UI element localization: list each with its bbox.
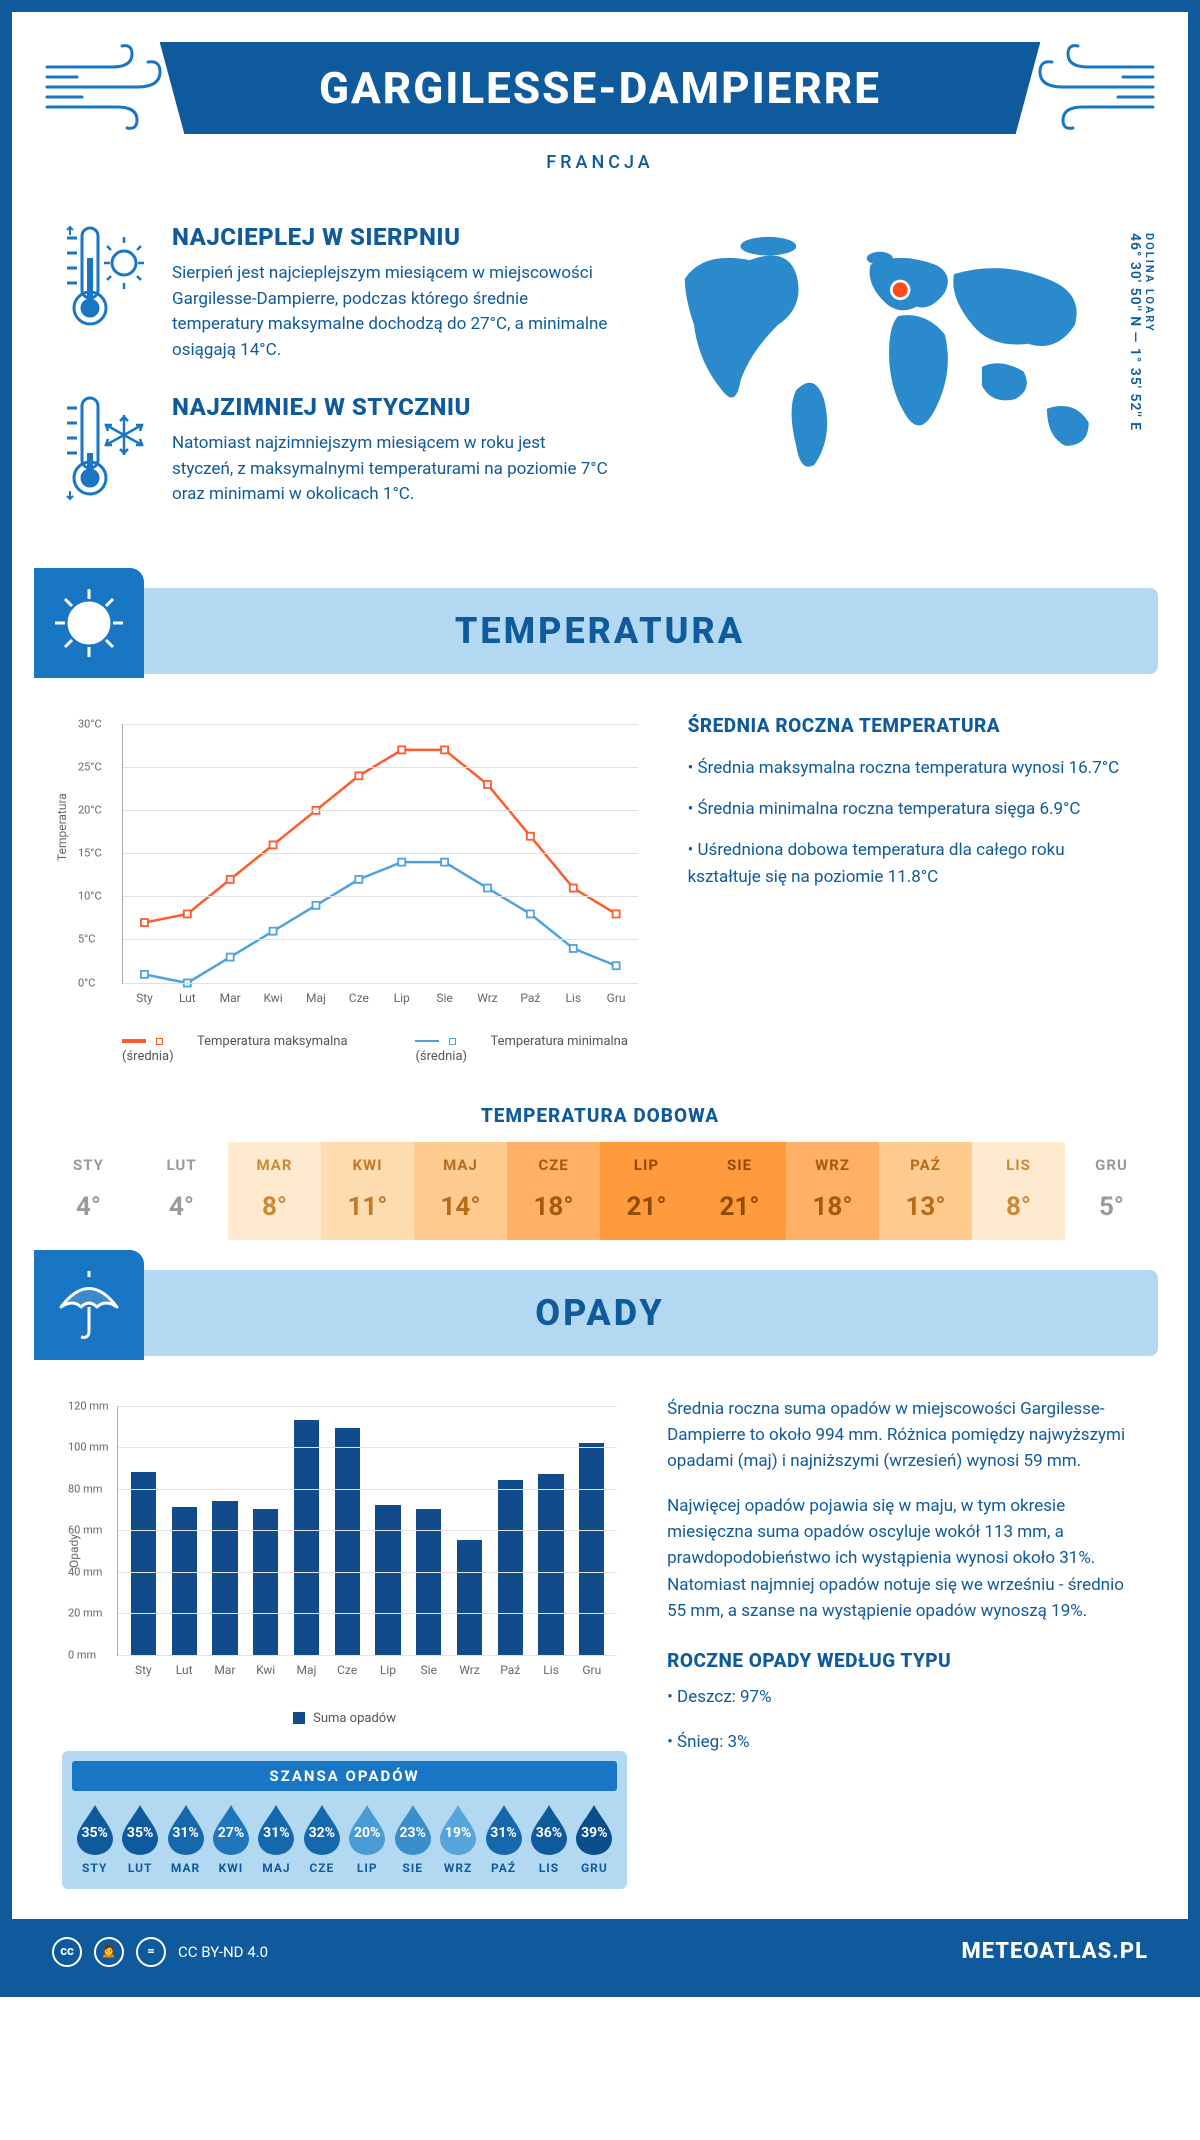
daily-temp-cell: MAR8° <box>228 1142 321 1240</box>
title-banner: GARGILESSE-DAMPIERRE <box>192 42 1008 134</box>
daily-temp-cell: KWI11° <box>321 1142 414 1240</box>
precip-type-snow: • Śnieg: 3% <box>667 1729 1138 1755</box>
fact-hot-title: NAJCIEPLEJ W SIERPNIU <box>172 223 610 251</box>
header: GARGILESSE-DAMPIERRE FRANCJA <box>12 12 1188 213</box>
rain-chance-title: SZANSA OPADÓW <box>72 1761 617 1791</box>
rain-chance-cell: 39%GRU <box>572 1801 617 1875</box>
thermometer-cold-icon <box>62 393 152 508</box>
precip-bar <box>253 1509 278 1654</box>
precip-paragraph-1: Średnia roczna suma opadów w miejscowośc… <box>667 1396 1138 1475</box>
daily-temperature-strip: STY4°LUT4°MAR8°KWI11°MAJ14°CZE18°LIP21°S… <box>42 1142 1158 1240</box>
bar-ylabel: Opady <box>67 1534 81 1568</box>
latitude: 46° 30' 50'' N <box>1127 233 1143 327</box>
coordinates: DOLINA LOARY 46° 30' 50'' N — 1° 35' 52'… <box>1127 233 1156 431</box>
precip-bar <box>212 1501 237 1655</box>
temperature-line-chart: Temperatura 0°C5°C10°C15°C20°C25°C30°CSt… <box>62 714 648 1064</box>
precip-type-rain: • Deszcz: 97% <box>667 1684 1138 1710</box>
precip-summary: Średnia roczna suma opadów w miejscowośc… <box>667 1396 1138 1889</box>
precip-bar <box>538 1474 563 1655</box>
rain-chance-cell: 35%STY <box>72 1801 117 1875</box>
precip-bar <box>375 1505 400 1654</box>
wind-decoration-icon <box>42 42 172 132</box>
site-brand: METEOATLAS.PL <box>961 1939 1148 1964</box>
umbrella-icon <box>34 1250 144 1360</box>
sun-icon <box>34 568 144 678</box>
temp-summary-title: ŚREDNIA ROCZNA TEMPERATURA <box>688 714 1138 737</box>
footer: cc 🙍 = CC BY-ND 4.0 METEOATLAS.PL <box>12 1919 1188 1985</box>
country-subtitle: FRANCJA <box>52 152 1148 173</box>
temp-bullet: • Średnia maksymalna roczna temperatura … <box>688 755 1138 782</box>
legend-max: Temperatura maksymalna (średnia) <box>122 1034 365 1064</box>
rain-chance-cell: 27%KWI <box>208 1801 253 1875</box>
fact-hottest: NAJCIEPLEJ W SIERPNIU Sierpień jest najc… <box>62 223 610 363</box>
daily-temp-cell: LIP21° <box>600 1142 693 1240</box>
precip-bar <box>579 1443 604 1655</box>
daily-temp-title: TEMPERATURA DOBOWA <box>12 1104 1188 1127</box>
rain-chance-cell: 35%LUT <box>117 1801 162 1875</box>
fact-hot-text: Sierpień jest najcieplejszym miesiącem w… <box>172 261 610 363</box>
fact-coldest: NAJZIMNIEJ W STYCZNIU Natomiast najzimni… <box>62 393 610 508</box>
license-text: CC BY-ND 4.0 <box>178 1943 268 1961</box>
precip-type-title: ROCZNE OPADY WEDŁUG TYPU <box>667 1649 1138 1672</box>
temp-bullet: • Uśredniona dobowa temperatura dla całe… <box>688 837 1138 891</box>
precip-paragraph-2: Najwięcej opadów pojawia się w maju, w t… <box>667 1493 1138 1625</box>
daily-temp-cell: LUT4° <box>135 1142 228 1240</box>
fact-cold-text: Natomiast najzimniejszym miesiącem w rok… <box>172 431 610 508</box>
rain-chance-cell: 20%LIP <box>345 1801 390 1875</box>
legend-min: Temperatura minimalna (średnia) <box>415 1034 647 1064</box>
temp-bullet: • Średnia minimalna roczna temperatura s… <box>688 796 1138 823</box>
section-temperature: TEMPERATURA <box>42 588 1158 674</box>
rain-chance-cell: 31%PAŹ <box>481 1801 526 1875</box>
bar-legend: Suma opadów <box>62 1711 627 1726</box>
location-title: GARGILESSE-DAMPIERRE <box>202 62 998 114</box>
rain-chance-cell: 32%CZE <box>299 1801 344 1875</box>
region-label: DOLINA LOARY <box>1143 233 1156 421</box>
precipitation-bar-chart: Opady StyLutMarKwiMajCzeLipSieWrzPaźLisG… <box>62 1396 627 1726</box>
rain-chance-cell: 36%LIS <box>526 1801 571 1875</box>
section-precip: OPADY <box>42 1270 1158 1356</box>
nd-icon: = <box>136 1937 166 1967</box>
daily-temp-cell: LIS8° <box>972 1142 1065 1240</box>
precip-bar <box>498 1480 523 1654</box>
daily-temp-cell: WRZ18° <box>786 1142 879 1240</box>
rain-chance-cell: 31%MAJ <box>254 1801 299 1875</box>
section-title-temperature: TEMPERATURA <box>62 610 1138 652</box>
section-title-precip: OPADY <box>62 1292 1138 1334</box>
precip-bar <box>335 1428 360 1654</box>
rain-chance-cell: 31%MAR <box>163 1801 208 1875</box>
by-icon: 🙍 <box>94 1937 124 1967</box>
daily-temp-cell: CZE18° <box>507 1142 600 1240</box>
daily-temp-cell: GRU5° <box>1065 1142 1158 1240</box>
rain-chance-cell: 23%SIE <box>390 1801 435 1875</box>
rain-chance-panel: SZANSA OPADÓW 35%STY35%LUT31%MAR27%KWI31… <box>62 1751 627 1889</box>
thermometer-hot-icon <box>62 223 152 363</box>
daily-temp-cell: MAJ14° <box>414 1142 507 1240</box>
daily-temp-cell: STY4° <box>42 1142 135 1240</box>
daily-temp-cell: SIE21° <box>693 1142 786 1240</box>
wind-decoration-icon <box>1028 42 1158 132</box>
rain-chance-cell: 19%WRZ <box>435 1801 480 1875</box>
precip-bar <box>416 1509 441 1654</box>
precip-bar <box>457 1540 482 1654</box>
cc-icon: cc <box>52 1937 82 1967</box>
fact-cold-title: NAJZIMNIEJ W STYCZNIU <box>172 393 610 421</box>
daily-temp-cell: PAŹ13° <box>879 1142 972 1240</box>
chart-ylabel: Temperatura <box>55 793 69 861</box>
precip-bar <box>294 1420 319 1654</box>
world-map: DOLINA LOARY 46° 30' 50'' N — 1° 35' 52'… <box>640 223 1138 538</box>
longitude: 1° 35' 52'' E <box>1127 348 1143 431</box>
precip-bar <box>131 1472 156 1655</box>
temperature-summary: ŚREDNIA ROCZNA TEMPERATURA • Średnia mak… <box>688 714 1138 1064</box>
